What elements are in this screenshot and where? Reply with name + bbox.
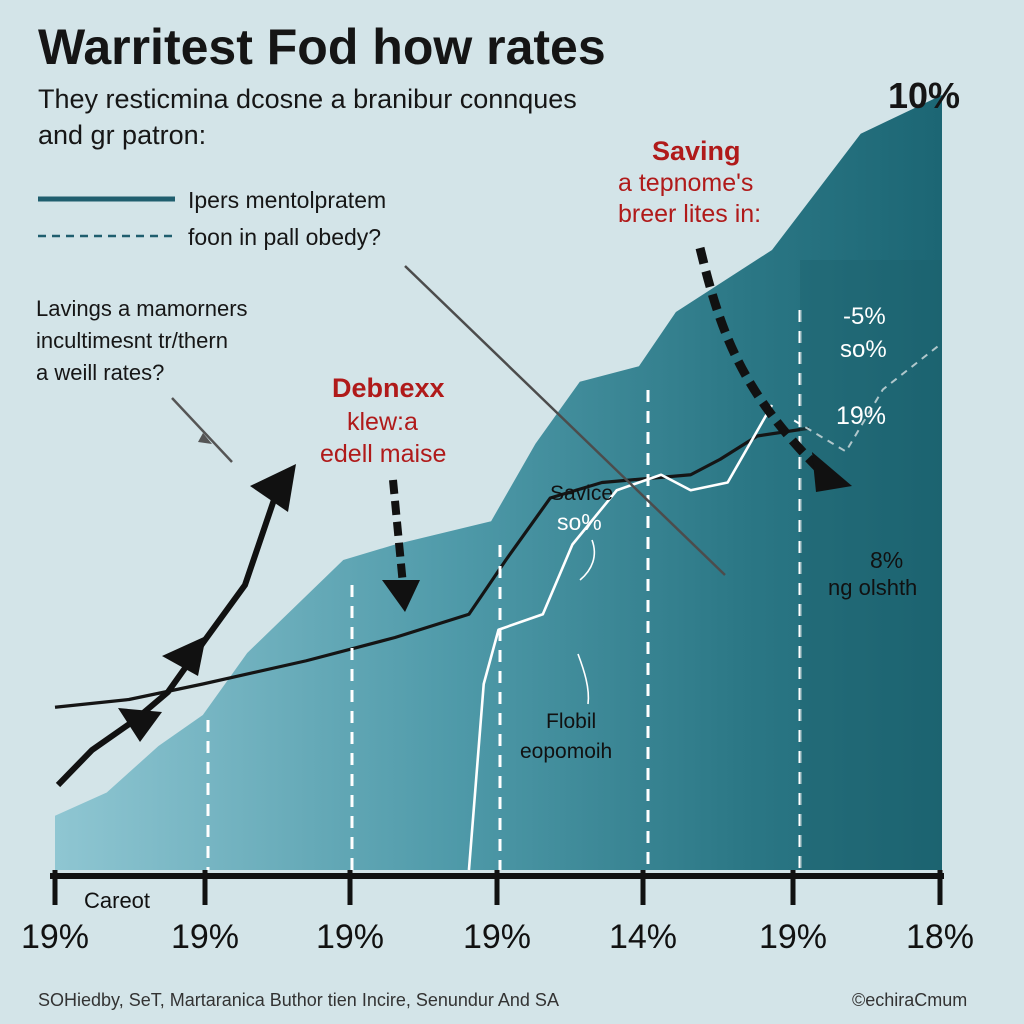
right-pct-line-3: 19% [836, 402, 886, 430]
saving-line-2: breer lites in: [618, 200, 761, 228]
debnex-arrow-head-icon [382, 580, 420, 612]
axis-category-label: Careot [84, 888, 150, 913]
left-note-line-3: a weill rates? [36, 360, 164, 385]
right-pct-line-1: -5% [843, 303, 886, 330]
line-series-white [467, 404, 774, 871]
dark-band [800, 260, 942, 870]
debnex-arrow-shaft [389, 479, 407, 586]
saving-title: Saving [652, 136, 741, 166]
line-series-dashed [793, 342, 943, 453]
x-tick-label: 14% [609, 918, 677, 956]
flobil-sublabel: eopomoih [520, 740, 612, 763]
chart-title: Warritest Fod how rates [38, 19, 606, 75]
debnex-line-1: klew:a [347, 408, 418, 436]
debnex-title: Debnexx [332, 373, 445, 403]
rising-arrow-chevron-2-icon [162, 636, 206, 676]
area-series [55, 95, 942, 870]
footer-credits: SOHiedby, SeT, Martaranica Buthor tien I… [38, 990, 559, 1010]
legend-label-1: Ipers mentolpratem [188, 187, 386, 213]
x-tick-label: 19% [316, 918, 384, 956]
left-note-pointer-head-icon [198, 433, 212, 444]
diagonal-pointer-line [404, 265, 726, 576]
x-tick-label: 19% [759, 918, 827, 956]
saving-line-1: a tepnome's [618, 169, 753, 197]
savice-pointer [579, 539, 596, 581]
legend-label-2: foon in pall obedy? [188, 224, 381, 250]
rising-arrow-line [55, 487, 281, 788]
flobil-pointer [577, 653, 590, 705]
x-tick-label: 18% [906, 918, 974, 956]
x-tick-label: 19% [171, 918, 239, 956]
x-ticks: 19% 19% 19% 19% 14% 19% 18% [21, 870, 974, 956]
left-note-line-1: Lavings a mamorners [36, 296, 248, 321]
footer-copyright: ©echiraCmum [852, 990, 967, 1010]
eight-pct-label: ng olshth [828, 575, 917, 600]
x-tick-label: 19% [463, 918, 531, 956]
subtitle-line-1: They resticmina dcosne a branibur connqu… [38, 84, 577, 114]
debnex-line-2: edell maise [320, 440, 446, 468]
saving-arrow-shaft [695, 246, 824, 474]
subtitle-line-2: and gr patron: [38, 120, 206, 150]
gridlines [206, 310, 802, 870]
eight-pct-value: 8% [870, 547, 903, 573]
left-note-pointer [171, 397, 233, 463]
flobil-label: Flobil [546, 710, 596, 733]
plot-layer [54, 95, 943, 871]
rising-arrow-chevron-1-icon [118, 708, 162, 742]
left-note-line-2: incultimesnt tr/thern [36, 328, 228, 353]
right-pct-line-2: so% [840, 336, 887, 363]
x-tick-label: 19% [21, 918, 89, 956]
rising-arrow-head-icon [250, 464, 296, 512]
savice-value: so% [557, 509, 602, 535]
top-right-value: 10% [888, 75, 960, 116]
saving-arrow-head-icon [812, 452, 852, 492]
savice-label: Savice [550, 482, 613, 505]
